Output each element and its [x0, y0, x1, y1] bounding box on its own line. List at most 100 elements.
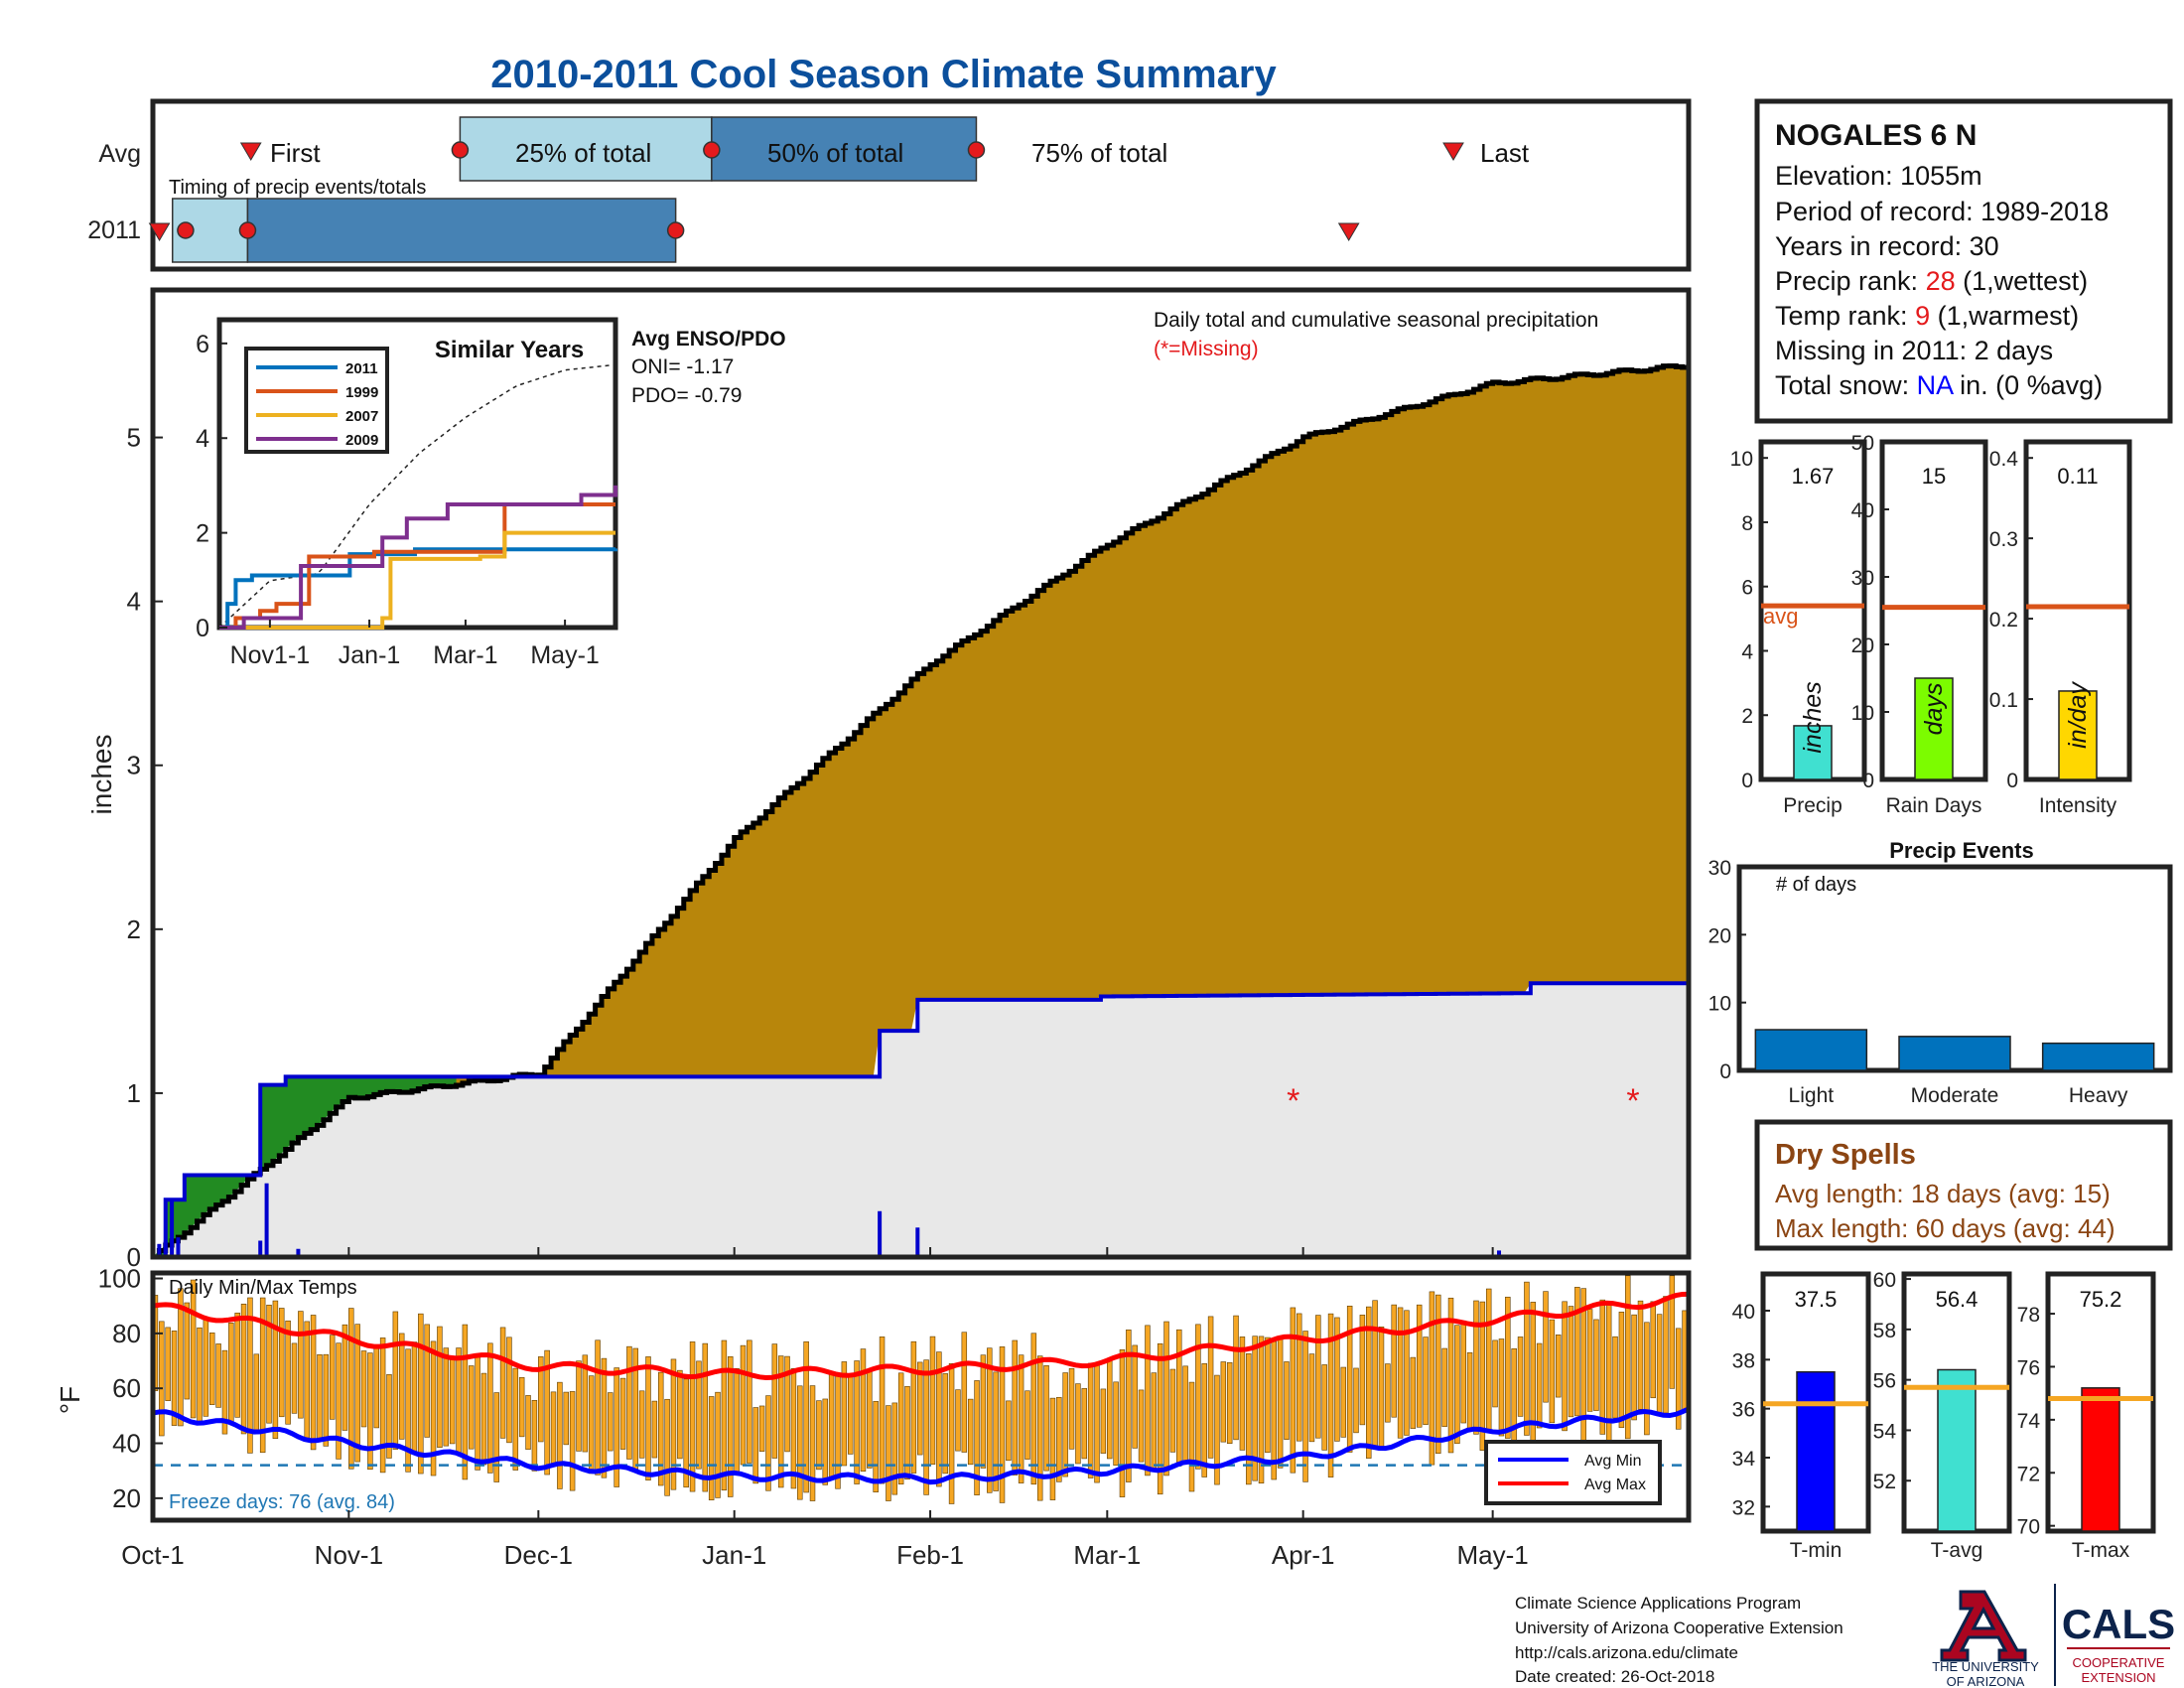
temp-stat-bar [1937, 1368, 1977, 1532]
daily-temp-bar [645, 1356, 651, 1480]
daily-temp-bar [1018, 1354, 1024, 1483]
y-tick-label: 0 [127, 1242, 141, 1272]
temp-stat-bar [2081, 1387, 2120, 1532]
daily-temp-bar [608, 1392, 614, 1452]
daily-temp-bar [638, 1390, 645, 1459]
footer-line-4: Date created: 26-Oct-2018 [1515, 1667, 1714, 1686]
daily-temp-bar [683, 1378, 689, 1488]
daily-temp-bar [1511, 1347, 1517, 1456]
inset-series-line [219, 485, 617, 630]
daily-temp-bar [1207, 1316, 1214, 1459]
daily-temp-bar [696, 1360, 702, 1470]
missing-marker: * [1287, 1082, 1299, 1120]
daily-temp-bar [190, 1279, 197, 1419]
y-tick-label: 2 [127, 914, 141, 944]
daily-temp-bar [1068, 1367, 1075, 1450]
daily-temp-bar [595, 1339, 601, 1476]
daily-temp-bar [506, 1336, 512, 1444]
daily-temp-bar [1372, 1300, 1378, 1450]
daily-temp-bar [563, 1391, 569, 1446]
daily-temp-bar [816, 1400, 822, 1471]
y-tick-label: 5 [127, 423, 141, 453]
timing-first-label: First [270, 138, 321, 168]
daily-temp-bar [1087, 1362, 1094, 1478]
station-missing: Missing in 2011: 2 days [1775, 336, 2053, 365]
inset-x-tick-label: May-1 [530, 641, 599, 669]
daily-temp-bar [1024, 1390, 1030, 1460]
daily-temp-bar [569, 1391, 576, 1491]
daily-precip-bar [258, 1240, 263, 1257]
daily-temp-bar [999, 1346, 1006, 1503]
station-period: Period of record: 1989-2018 [1775, 197, 2109, 226]
daily-temp-bar [1119, 1349, 1126, 1497]
station-precip-rank: Precip rank: 28 (1,wettest) [1775, 266, 2088, 296]
avg-p75-marker [967, 141, 986, 159]
daily-precip-bar [915, 1227, 920, 1257]
daily-temp-bar [203, 1318, 209, 1417]
daily-temp-bar [790, 1367, 797, 1489]
daily-precip-bar [157, 1243, 162, 1257]
stat-tick-label: 20 [1851, 634, 1874, 657]
temp-stat-tick-label: 40 [1732, 1301, 1755, 1324]
daily-temp-bar [1466, 1351, 1473, 1430]
stat-value-label: 15 [1922, 464, 1946, 489]
daily-temp-bar [1195, 1324, 1201, 1470]
inset-legend: 2011 1999 2007 2009 [256, 360, 378, 449]
daily-temp-bar [974, 1380, 980, 1495]
events-category-label: Light [1789, 1084, 1835, 1107]
stat-tick-label: 0 [1741, 770, 1753, 792]
daily-temp-bar [923, 1359, 929, 1495]
footer-line-2: University of Arizona Cooperative Extens… [1515, 1618, 1843, 1637]
daily-temp-bar [626, 1345, 632, 1460]
daily-temp-bar [847, 1373, 854, 1455]
daily-temp-bar [929, 1336, 936, 1466]
2011-last-marker [1337, 222, 1360, 241]
temp-stat-tick-label: 54 [1873, 1420, 1897, 1443]
daily-temp-bar [708, 1396, 715, 1500]
daily-temp-bar [1346, 1305, 1353, 1453]
daily-temp-bar [285, 1320, 291, 1425]
daily-temp-bar [1239, 1336, 1246, 1451]
daily-temp-bar [1308, 1353, 1315, 1443]
temp-stat-category-label: T-min [1790, 1539, 1843, 1562]
events-bar [2041, 1042, 2155, 1071]
avg-min-line [152, 1406, 1691, 1485]
dry-spells-frame [1754, 1119, 2173, 1251]
temp-legend-frame [1484, 1440, 1662, 1505]
daily-temp-bar [1536, 1342, 1543, 1429]
daily-temp-bar [487, 1342, 493, 1474]
daily-temp-bar [1599, 1299, 1606, 1435]
stat-unit-label: days [1920, 683, 1948, 736]
station-years: Years in record: 30 [1775, 231, 1999, 261]
temp-y-tick-label: 20 [112, 1483, 141, 1513]
legend-avg-min-label: Avg Min [1584, 1453, 1642, 1470]
daily-temp-bar [1056, 1396, 1062, 1482]
daily-temp-bar [336, 1342, 341, 1460]
missing-markers: * * [1287, 1082, 1640, 1120]
avg-last-marker [1442, 142, 1464, 161]
daily-temp-bar [1473, 1300, 1479, 1435]
daily-temp-bar [886, 1405, 891, 1501]
daily-temp-bar [619, 1377, 626, 1450]
daily-temp-bar [1447, 1297, 1454, 1454]
daily-temp-bar [1126, 1330, 1132, 1482]
x-tick-label: Dec-1 [504, 1540, 573, 1570]
daily-temp-bar [1214, 1374, 1220, 1485]
precip-plot-frame [150, 287, 1692, 1260]
daily-temp-bar [1612, 1336, 1618, 1419]
enso-title: Avg ENSO/PDO [631, 328, 786, 351]
events-category-label: Moderate [1911, 1084, 1999, 1107]
daily-temp-bar [247, 1297, 253, 1454]
daily-temp-bar [1284, 1361, 1290, 1440]
daily-temp-bar [544, 1349, 550, 1476]
daily-temp-bar [1012, 1339, 1018, 1476]
events-category-label: Heavy [2069, 1084, 2128, 1107]
daily-temp-bar [266, 1304, 272, 1424]
daily-temp-bar [1675, 1328, 1682, 1430]
stat-tick-label: 0.1 [1989, 689, 2018, 712]
daily-temp-bar [677, 1369, 683, 1460]
daily-temp-bar [215, 1343, 221, 1408]
events-bar [1898, 1036, 2011, 1071]
daily-temp-bar [197, 1327, 203, 1423]
